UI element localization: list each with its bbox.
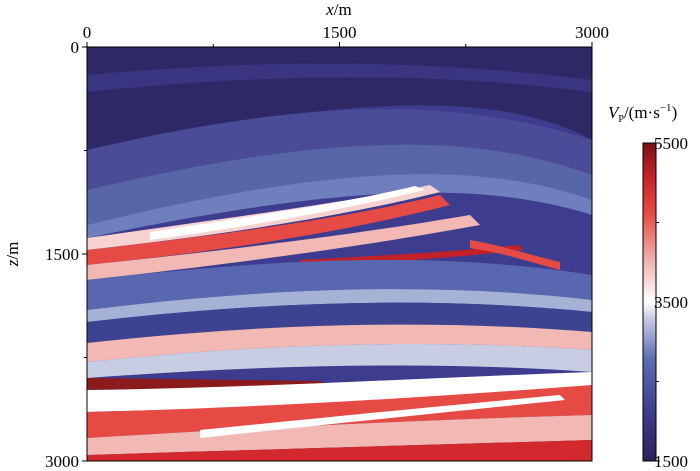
x-tick-label: 1500 xyxy=(323,23,357,42)
x-axis-label: x/m xyxy=(325,0,352,19)
layer-upper-blue-1 xyxy=(87,109,592,190)
layer-red-wedge xyxy=(470,240,560,270)
x-tick-label: 3000 xyxy=(575,23,609,42)
velocity-model-image xyxy=(87,47,592,461)
layer-white-core xyxy=(150,186,425,240)
layer-deep-pink xyxy=(87,415,592,455)
layer-upper-blue-2 xyxy=(87,144,592,225)
y-tick-label: 1500 xyxy=(45,245,79,264)
colorbar-label: VP/(m·s−1) xyxy=(608,102,677,125)
colorbar-tick-label: 1500 xyxy=(654,452,688,471)
layer-deep-white xyxy=(87,372,592,412)
x-tick-label: 0 xyxy=(83,23,92,42)
layer-mid-lavender xyxy=(87,343,592,378)
colorbar-tick-label: 5500 xyxy=(654,134,688,153)
colorbar-tick-label: 3500 xyxy=(654,293,688,312)
colorbar: VP/(m·s−1) 1500 3500 5500 xyxy=(608,102,688,471)
layer-mid-lightblue xyxy=(87,289,592,322)
y-axis-label: z/m xyxy=(3,242,22,268)
layer-stripe-1 xyxy=(87,63,592,92)
layer-upper-blue-3 xyxy=(87,174,592,238)
layer-mid-blue-2 xyxy=(87,302,592,343)
layer-deep-red-1 xyxy=(87,385,592,438)
layer-deep-white-stripe xyxy=(200,395,565,438)
layer-mid-pink xyxy=(87,324,592,362)
layer-mid-blue-1 xyxy=(87,259,592,310)
layer-pink-1 xyxy=(87,215,480,280)
y-tick-label: 3000 xyxy=(45,452,79,471)
x-axis: 0 1500 3000 xyxy=(83,23,609,47)
y-axis: 0 1500 3000 xyxy=(45,38,87,471)
layer-red-1 xyxy=(87,195,450,265)
y-tick-label: 0 xyxy=(71,38,80,57)
layer-deep-red-2 xyxy=(87,440,592,461)
